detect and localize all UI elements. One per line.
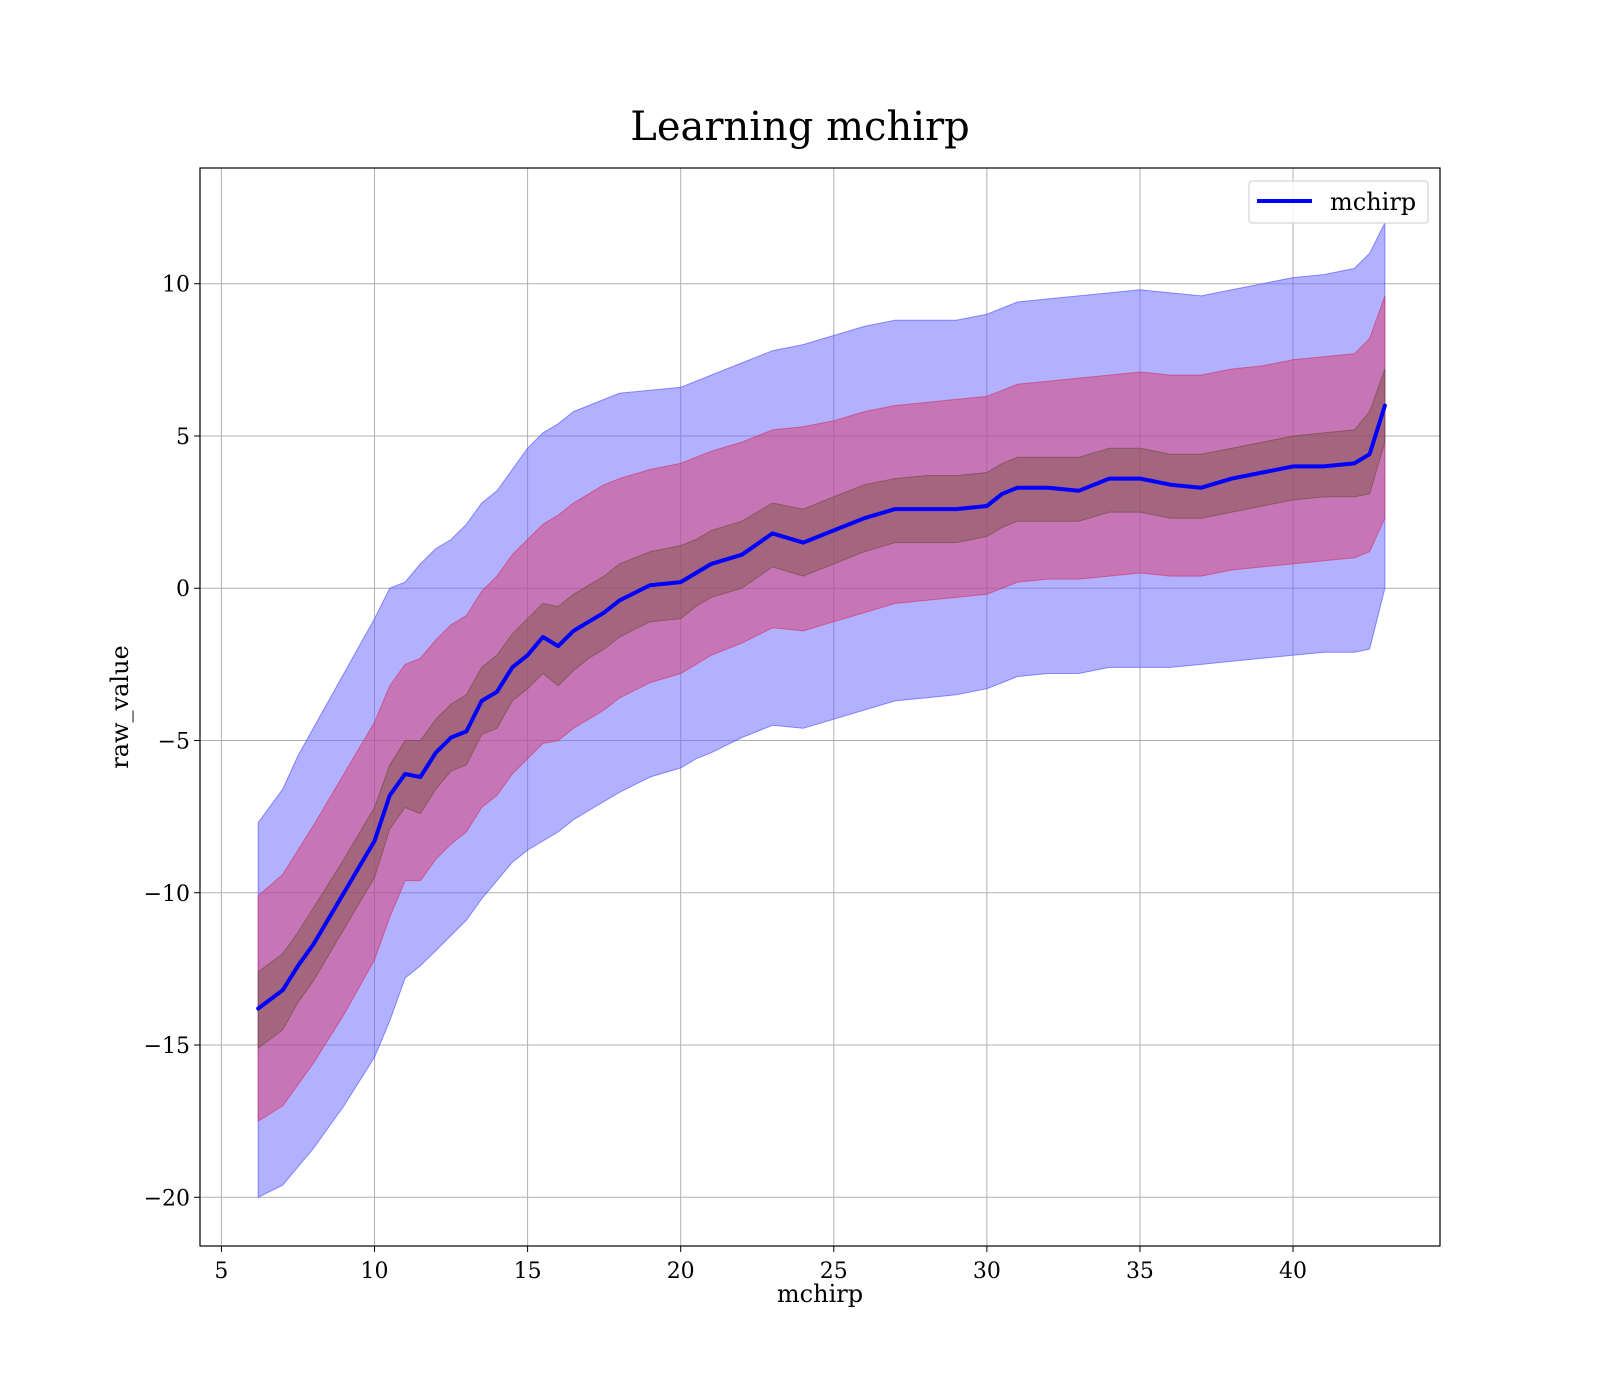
x-tick-label: 35	[1126, 1259, 1154, 1284]
y-axis-label: raw_value	[106, 645, 134, 769]
y-tick-label: 10	[162, 273, 190, 298]
x-tick-label: 20	[667, 1259, 695, 1284]
series-lines	[256, 403, 1387, 1011]
inner-band	[257, 368, 1386, 1050]
legend-box	[1248, 180, 1429, 224]
chart-title: Learning mchirp	[630, 104, 969, 150]
x-tick-label: 5	[214, 1259, 228, 1284]
legend-label-mchirp: mchirp	[1330, 188, 1416, 216]
x-tick-label: 10	[361, 1259, 389, 1284]
y-tick-label: −15	[144, 1034, 190, 1059]
y-tick-label: −10	[144, 882, 190, 907]
legend: mchirp	[1248, 180, 1429, 224]
x-tick-label: 30	[973, 1259, 1001, 1284]
y-tick-label: −20	[144, 1186, 190, 1211]
plot-frame	[199, 167, 1441, 1247]
x-tick-label: 15	[514, 1259, 542, 1284]
uncertainty-bands	[257, 222, 1386, 1199]
x-axis-ticks: 5 10 15 20 25 30 35 40	[214, 1246, 1307, 1284]
x-tick-label: 25	[820, 1259, 848, 1284]
series-line-mchirp	[256, 403, 1387, 1011]
y-tick-label: 5	[176, 425, 190, 450]
y-axis-ticks: 10 5 0 −5 −10 −15 −20	[144, 273, 200, 1211]
x-tick-label: 40	[1279, 1259, 1307, 1284]
y-tick-label: −5	[158, 729, 190, 754]
y-tick-label: 0	[176, 577, 190, 602]
x-axis-label: mchirp	[777, 1280, 863, 1308]
